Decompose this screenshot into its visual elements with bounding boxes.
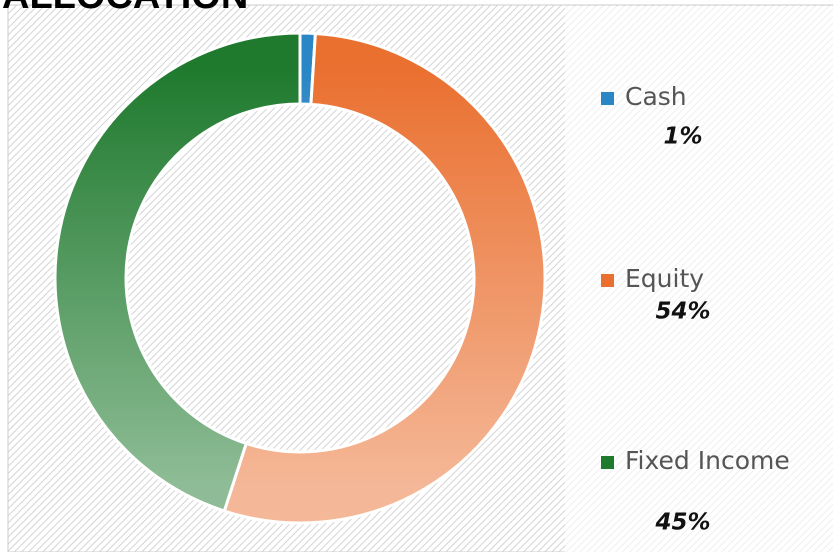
value-label: 1% [663,124,702,150]
legend-label: Fixed Income [625,446,790,475]
legend-label: Cash [625,82,687,111]
legend-swatch [601,274,614,287]
legend-swatch [601,456,614,469]
value-label: 54% [655,299,710,325]
chart-title: ALLOCATION [2,0,248,17]
legend: Cash 1% Equity 54% Fixed Income 45% [601,82,790,536]
value-label: 45% [654,510,710,536]
legend-swatch [601,92,614,105]
legend-label: Equity [625,264,704,293]
